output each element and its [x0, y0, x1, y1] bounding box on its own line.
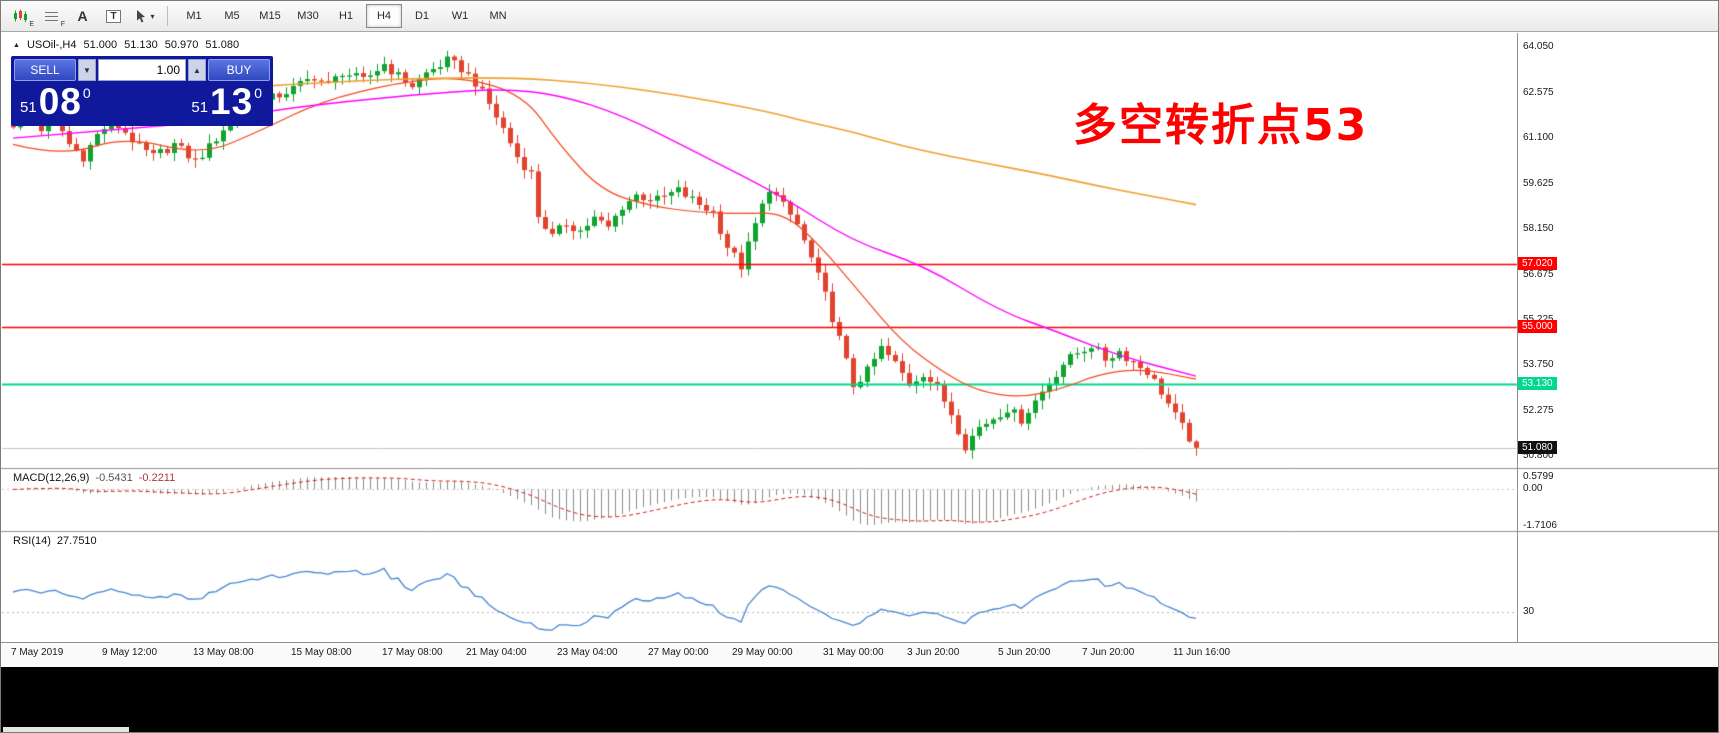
rsi-level-label: 30 [1523, 606, 1535, 617]
candlestick-chart-icon [13, 9, 27, 22]
buy-price-pips: 13 [210, 81, 254, 122]
time-axis-label: 9 May 12:00 [102, 647, 158, 658]
cursor-tool-button[interactable]: ▾ [131, 4, 158, 28]
time-axis-label: 5 Jun 20:00 [998, 647, 1051, 658]
time-axis-label: 17 May 08:00 [382, 647, 443, 658]
chart-annotation: 多空转折点53 [1073, 100, 1369, 151]
macd-header: MACD(12,26,9) -0.5431 -0.2211 [13, 472, 175, 484]
price-tick-label: 61.100 [1523, 132, 1554, 144]
bottom-bar [1, 667, 1718, 732]
cursor-tool-icon [137, 9, 146, 22]
macd-main-value: -0.5431 [95, 472, 133, 484]
hline-price-badge: 57.020 [1518, 257, 1557, 271]
buy-price-units: 51 [191, 99, 209, 116]
quote-header: ▲ USOil-,H4 51.000 51.130 50.970 51.080 [13, 39, 239, 51]
price-tick-label: 50.800 [1523, 450, 1554, 462]
icon-badge-f: F [60, 21, 65, 28]
symbol-timeframe: USOil-,H4 [26, 39, 77, 51]
sell-price-units: 51 [20, 99, 37, 116]
price-tick-label: 58.150 [1523, 223, 1554, 235]
time-axis-label: 7 Jun 20:00 [1082, 647, 1135, 658]
volume-increase-button[interactable]: ▲ [188, 59, 206, 81]
timeframe-button-h4[interactable]: H4 [366, 4, 402, 28]
rsi-value: 27.7510 [56, 535, 97, 547]
macd-axis-label: 0.00 [1523, 483, 1543, 495]
time-axis-label: 23 May 04:00 [557, 647, 618, 658]
chevron-down-icon: ▾ [150, 11, 155, 21]
collapse-arrow-icon[interactable]: ▲ [13, 41, 20, 49]
buy-price-display: 51 13 0 [191, 82, 262, 126]
trade-prices-row: 51 08 0 51 13 0 [14, 81, 270, 126]
timeframe-button-m1[interactable]: M1 [186, 10, 202, 22]
timeframe-button-m30[interactable]: M30 [297, 10, 319, 22]
price-tick-label: 53.750 [1523, 359, 1554, 371]
price-tick-label: 56.675 [1523, 268, 1554, 280]
time-axis[interactable] [1, 642, 1718, 667]
price-tick-label: 52.275 [1523, 404, 1554, 416]
text-tool-icon: A [77, 8, 88, 24]
icon-badge-e: E [29, 21, 34, 28]
timeframe-button-m5[interactable]: M5 [224, 10, 240, 22]
price-tick-label: 59.625 [1523, 177, 1554, 189]
sell-button[interactable]: SELL [14, 59, 76, 81]
price-tick-label: 55.225 [1523, 314, 1554, 325]
time-axis-label: 13 May 08:00 [193, 647, 254, 658]
sell-price-point: 0 [82, 85, 91, 101]
time-axis-label: 7 May 2019 [11, 647, 64, 658]
price-axis[interactable] [1518, 33, 1718, 643]
sell-price-pips: 08 [38, 81, 82, 122]
timeframe-button-h1[interactable]: H1 [338, 10, 354, 22]
close-value: 51.080 [205, 39, 240, 51]
time-axis-label: 11 Jun 16:00 [1173, 647, 1231, 658]
time-axis-label: 21 May 04:00 [466, 647, 527, 658]
macd-signal-value: -0.2211 [138, 472, 176, 484]
macd-axis-label: -1.7106 [1523, 520, 1557, 531]
hline-price-badge: 53.130 [1518, 377, 1557, 391]
time-axis-label: 3 Jun 20:00 [907, 647, 960, 658]
current-price-badge: 51.080 [1518, 440, 1557, 454]
volume-decrease-button[interactable]: ▼ [78, 59, 96, 81]
toolbar-separator [167, 6, 168, 26]
rsi-header: RSI(14) 27.7510 [13, 535, 97, 547]
price-tick-label: 64.050 [1523, 41, 1554, 52]
trade-controls-row: SELL ▼ ▲ BUY [14, 59, 270, 81]
text-label-button[interactable]: T [100, 4, 127, 28]
grid-lines-icon [44, 11, 58, 21]
sell-price-display: 51 08 0 [20, 82, 91, 126]
bottom-left-strip [3, 727, 129, 732]
buy-button[interactable]: BUY [208, 59, 270, 81]
timeframe-button-w1[interactable]: W1 [451, 10, 469, 22]
text-tool-button[interactable]: A [69, 4, 96, 28]
low-value: 50.970 [164, 39, 199, 51]
text-label-tool-icon: T [106, 9, 121, 23]
timeframe-button-m15[interactable]: M15 [259, 10, 281, 22]
one-click-trading-panel: SELL ▼ ▲ BUY 51 08 0 51 13 0 [11, 56, 273, 126]
time-axis-label: 15 May 08:00 [291, 647, 352, 658]
macd-name: MACD(12,26,9) [13, 472, 90, 484]
open-value: 51.000 [83, 39, 118, 51]
timeframe-button-mn[interactable]: MN [489, 10, 507, 22]
buy-price-point: 0 [254, 85, 262, 101]
grid-button[interactable]: F [38, 4, 65, 28]
volume-input[interactable] [98, 59, 186, 81]
high-value: 51.130 [124, 39, 158, 51]
rsi-name: RSI(14) [13, 535, 51, 547]
time-axis-label: 31 May 00:00 [823, 647, 884, 658]
price-scale-divider [1517, 33, 1518, 643]
timeframe-group: M1 M5 M15 M30 H1 H4 D1 W1 MN [175, 4, 517, 28]
toolbar: E F A T ▾ M1 M5 M15 M30 H1 H4 D1 W1 MN [1, 1, 1718, 32]
chart-template-button[interactable]: E [7, 4, 34, 28]
timeframe-button-d1[interactable]: D1 [414, 10, 430, 22]
time-axis-label: 29 May 00:00 [732, 647, 793, 658]
price-tick-label: 62.575 [1523, 86, 1554, 98]
hline-price-badge: 55.000 [1518, 319, 1557, 333]
time-axis-label: 27 May 00:00 [648, 647, 709, 658]
macd-axis-label: 0.5799 [1523, 471, 1554, 482]
